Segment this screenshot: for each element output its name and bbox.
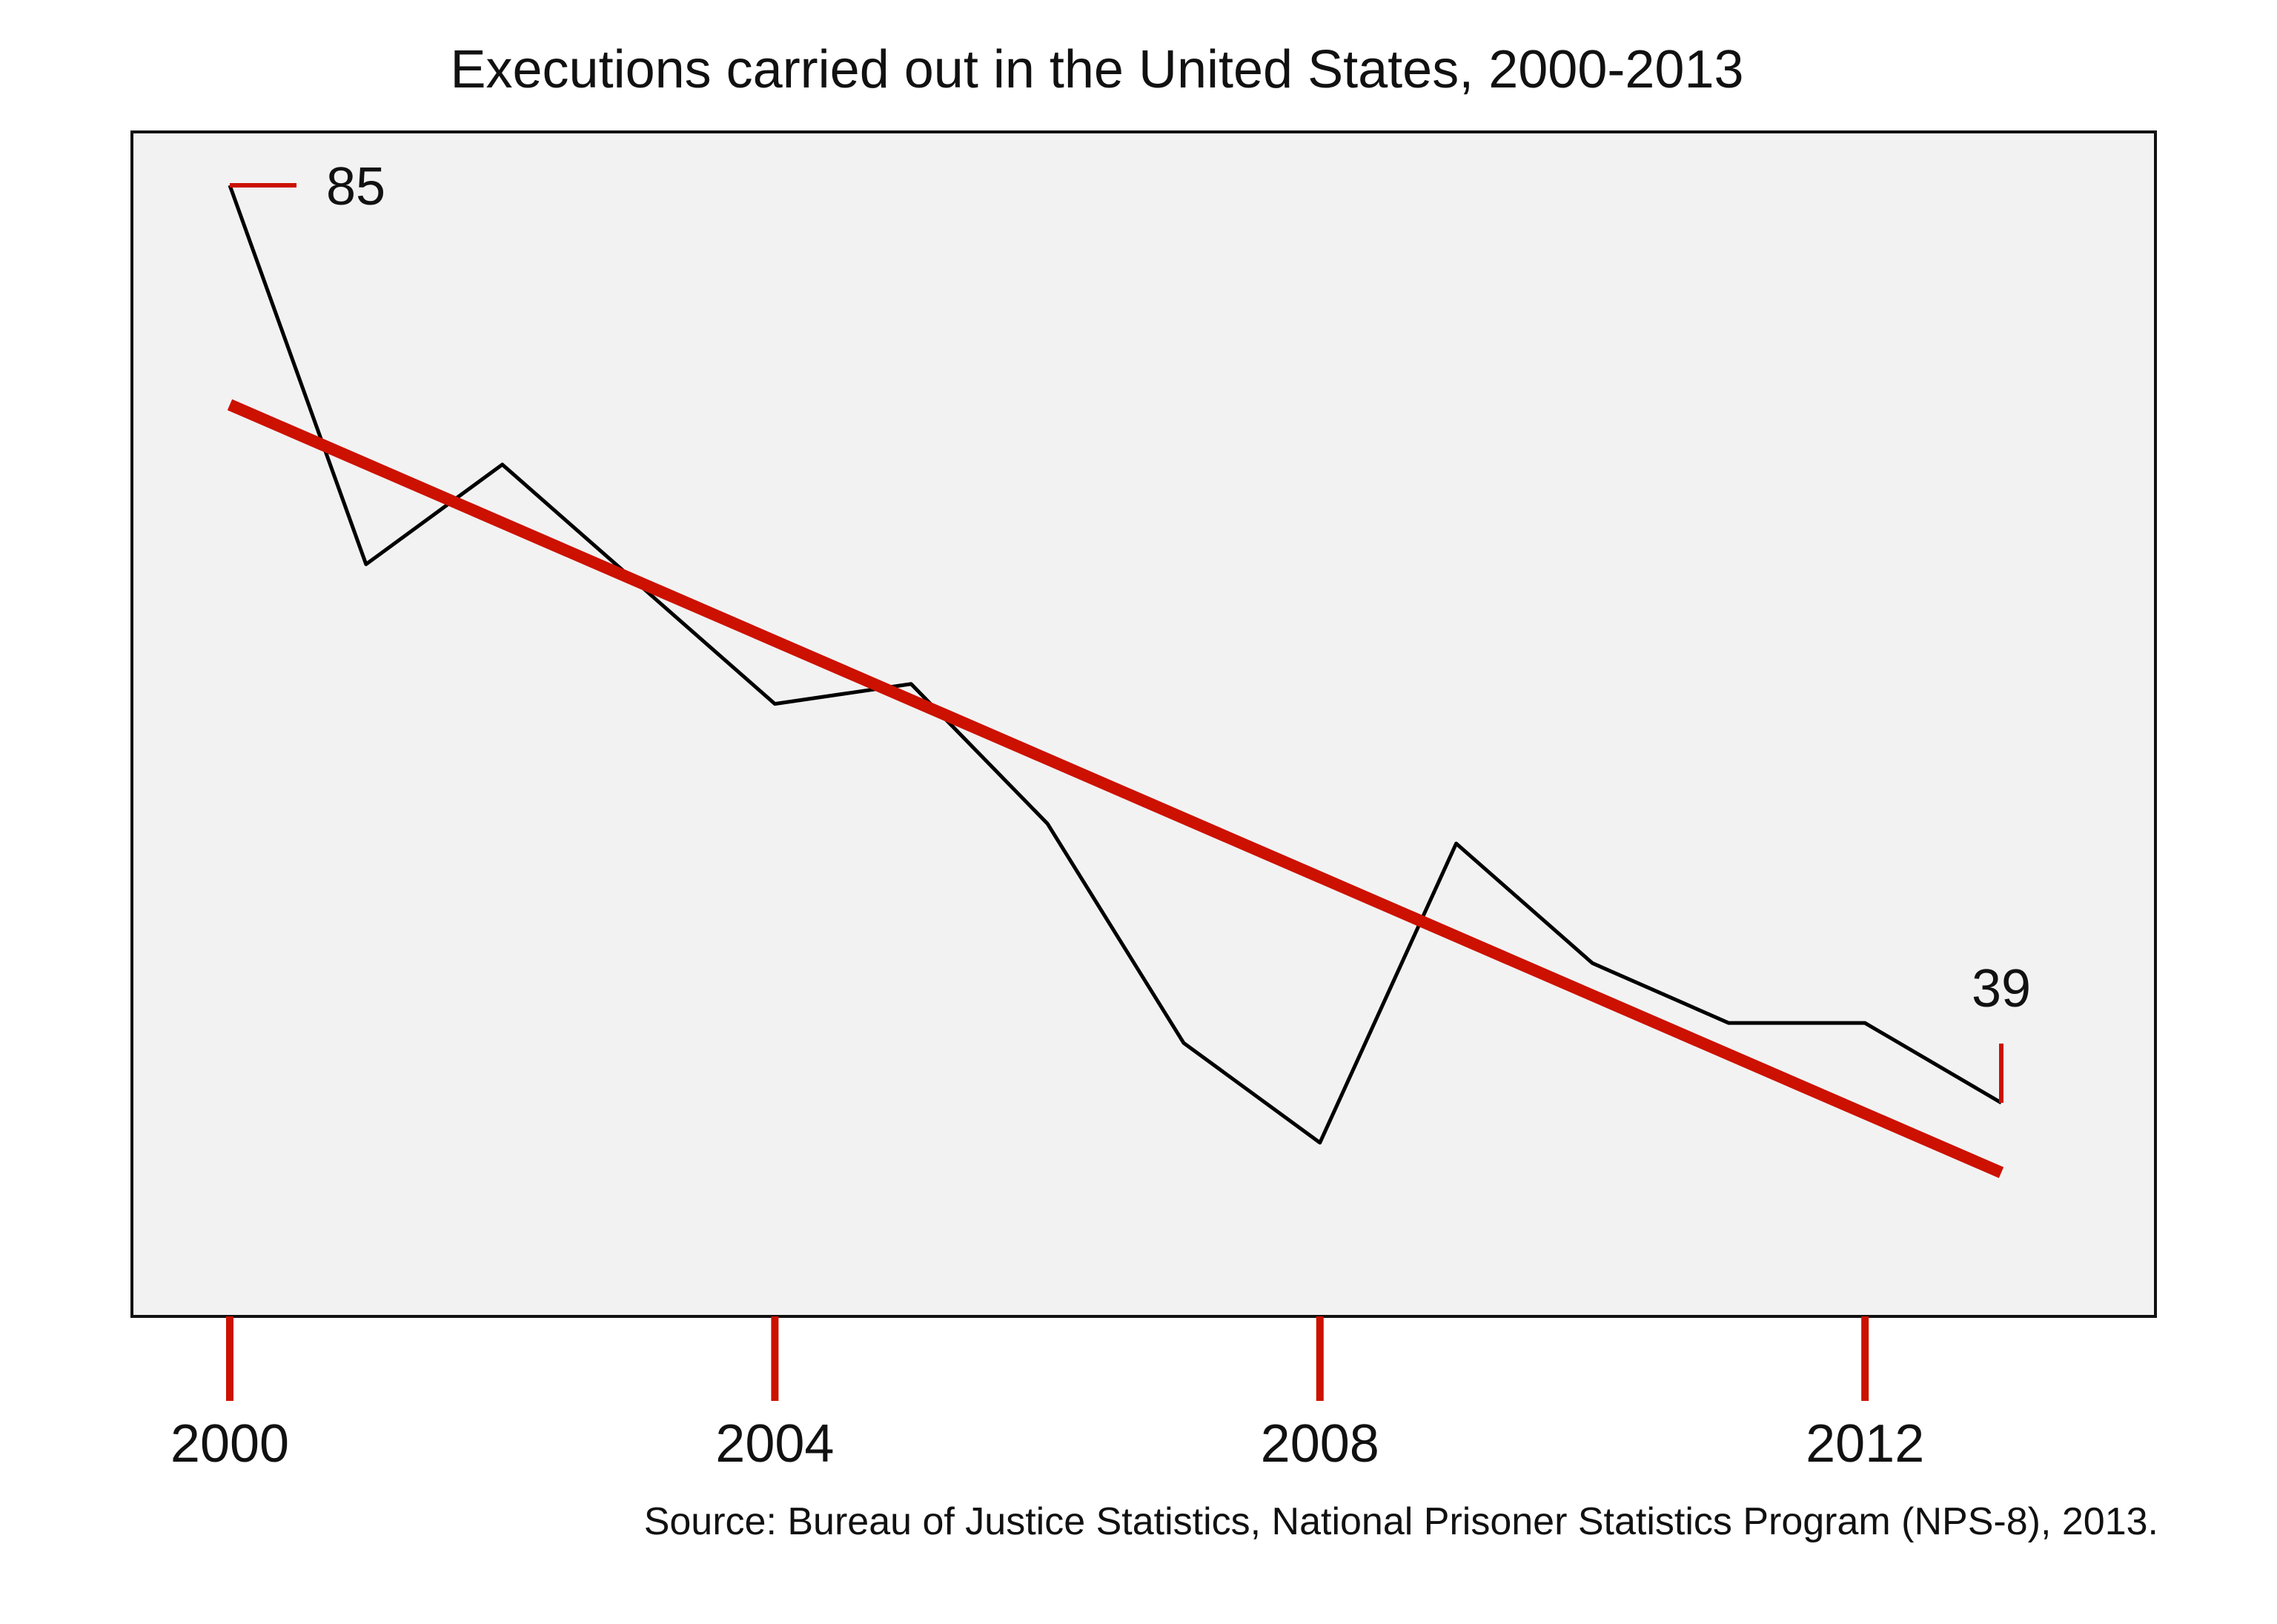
chart-title: Executions carried out in the United Sta…: [450, 40, 1743, 99]
x-tick-label-2008: 2008: [1261, 1414, 1379, 1474]
plot-area: [130, 130, 2157, 1318]
x-tick-label-2000: 2000: [170, 1414, 289, 1474]
x-tick-label-2012: 2012: [1806, 1414, 1924, 1474]
trend-line: [227, 399, 2004, 1179]
annotation-label-39: 39: [1972, 959, 2031, 1018]
annotation-label-85: 85: [326, 157, 385, 216]
x-tick-label-2004: 2004: [715, 1414, 834, 1474]
series-line: [228, 185, 2003, 1145]
chart-source: Source: Bureau of Justice Statistics, Na…: [644, 1500, 2158, 1543]
chart-marks: 2000 2004 2008 2012 85 39: [170, 157, 2031, 1474]
